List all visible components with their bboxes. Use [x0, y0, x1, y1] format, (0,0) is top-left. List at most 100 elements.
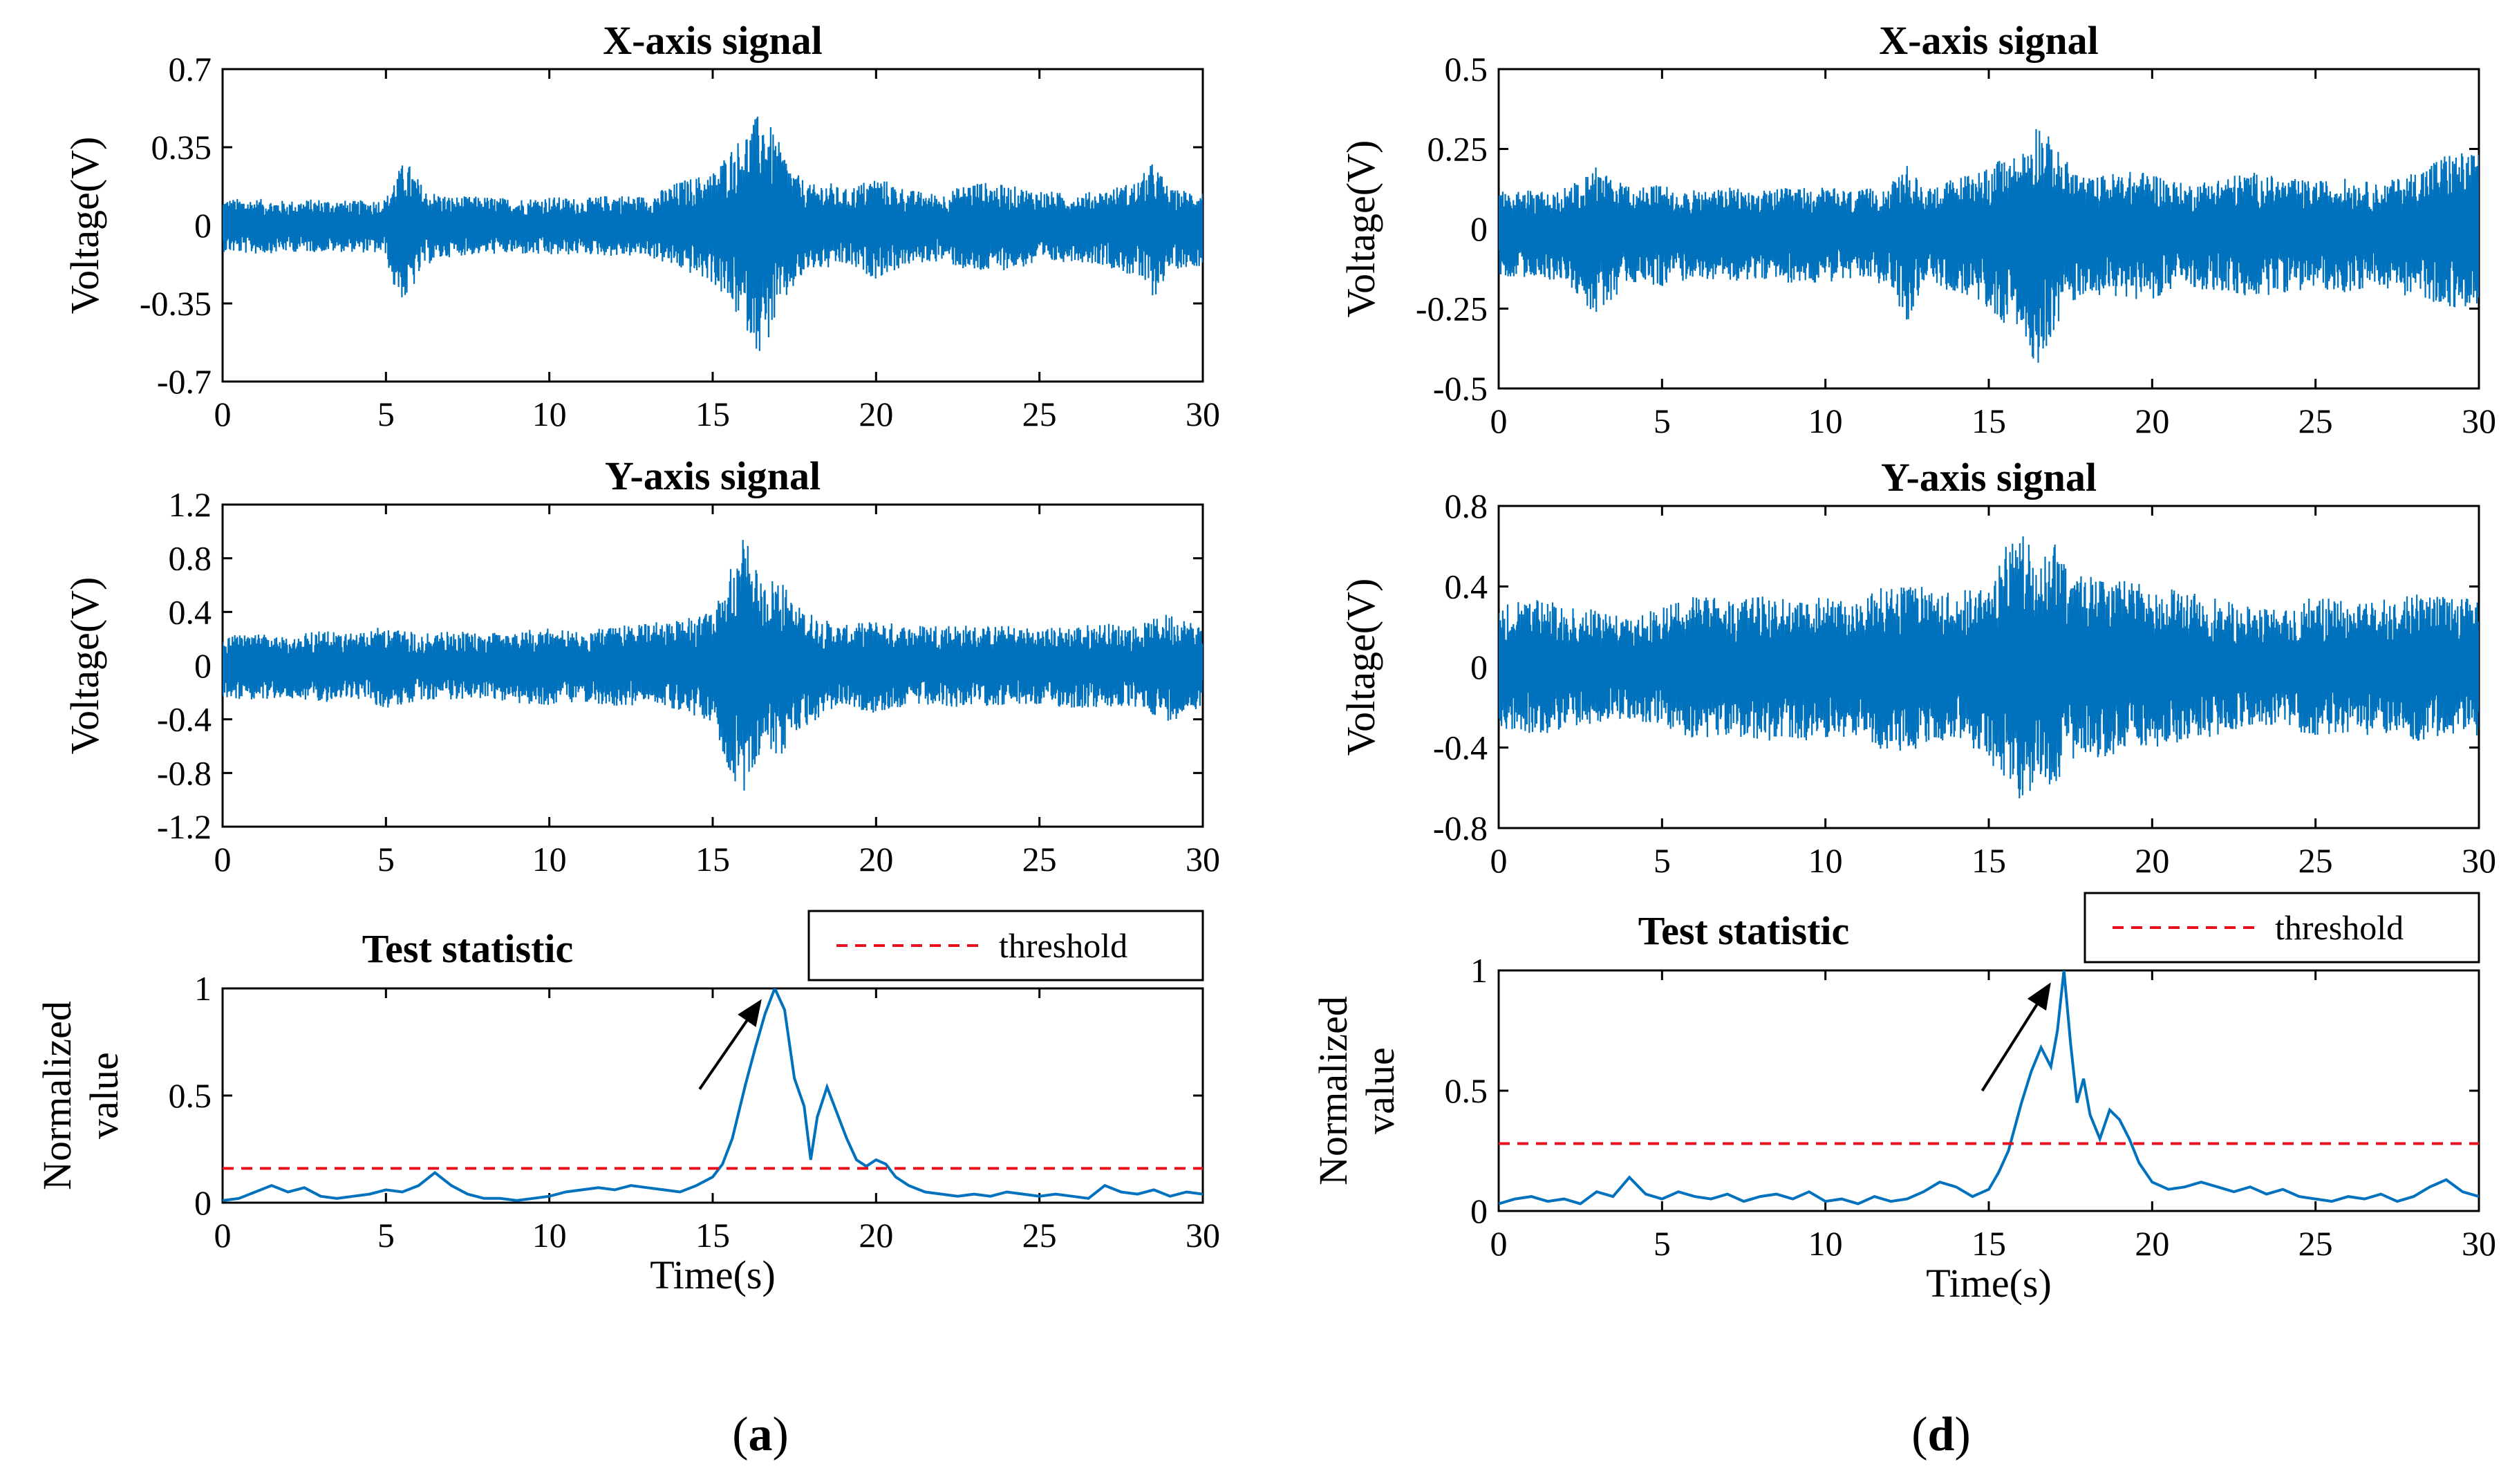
x-tick-label: 20 — [2135, 1224, 2169, 1263]
x-tick-label: 20 — [859, 395, 893, 433]
y-tick-label: 0.8 — [169, 539, 212, 578]
y-tick-label: 0.25 — [1427, 130, 1488, 169]
x-tick-label: 10 — [532, 395, 567, 433]
x-tick-label: 10 — [1808, 1224, 1843, 1263]
y-axis-title: Voltage(V) — [1338, 579, 1383, 756]
chart-panels: 0 5 10 15 20 25 300.70.350-0.35-0.7Voltage(V)X… — [35, 18, 2496, 1306]
x-tick-label: 20 — [2135, 841, 2169, 880]
x-tick-label: 10 — [532, 840, 567, 879]
x-tick-label: 25 — [2298, 1224, 2333, 1263]
x-tick-label: 25 — [2298, 402, 2333, 440]
annotation-arrow-shaft — [1980, 1004, 2039, 1092]
plot-content — [223, 540, 1203, 791]
x-tick-label: 0 — [214, 395, 232, 433]
chart-a-2: 0 5 10 15 20 25 30 1 0.5 0 Normalized value Time(s) T… — [35, 910, 1220, 1297]
x-tick-label: 10 — [1808, 841, 1843, 880]
y-tick-label: -0.8 — [1433, 809, 1488, 847]
chart-a-0: 0 5 10 15 20 25 30 0.7 0.35 0 -0.35 -0.7 Voltage(V) X… — [62, 18, 1220, 433]
plot-content — [1499, 970, 2479, 1205]
y-tick-label: 1 — [1470, 951, 1488, 990]
chart-d-5: 0 5 10 15 20 25 30 1 0.5 0 Normalized value Time(s) T… — [1311, 892, 2496, 1306]
x-tick-label: 30 — [2462, 402, 2496, 440]
x-tick-label: 25 — [2298, 841, 2333, 880]
x-tick-label: 5 — [1654, 402, 1671, 440]
x-tick-label: 25 — [1022, 395, 1057, 433]
annotation-arrow-shaft — [698, 1020, 748, 1090]
x-tick-label: 15 — [695, 1216, 730, 1255]
y-tick-label: 0.5 — [169, 1076, 212, 1115]
chart-title: X-axis signal — [603, 18, 822, 63]
chart-d-3: 0 5 10 15 20 25 30 0.5 0.25 0 -0.25 -0.5 Voltage(V) X… — [1338, 18, 2496, 440]
x-tick-label: 25 — [1022, 1216, 1057, 1255]
y-tick-label: 0.35 — [151, 128, 212, 167]
y-tick-label: 0 — [1470, 648, 1488, 686]
y-tick-label: 0 — [194, 206, 212, 245]
annotation-arrow-head — [738, 999, 762, 1027]
test-statistic-line — [1499, 970, 2479, 1205]
y-tick-label: 1.2 — [169, 485, 212, 524]
plot-area-frame — [221, 987, 1204, 1204]
x-tick-label: 20 — [2135, 402, 2169, 440]
x-tick-label: 15 — [1972, 1224, 2006, 1263]
x-tick-label: 0 — [214, 840, 232, 879]
x-tick-label: 30 — [2462, 1224, 2496, 1263]
panel-label-a-open: ( — [732, 1408, 748, 1461]
legend-threshold-label: threshold — [2275, 908, 2404, 947]
x-tick-label: 15 — [1972, 841, 2006, 880]
plot-content — [1499, 129, 2479, 363]
x-tick-label: 0 — [214, 1216, 232, 1255]
chart-d-4: 0 5 10 15 20 25 30 0.8 0.4 0 -0.4 -0.8 Voltage(V) Y-a… — [1338, 455, 2496, 880]
y-axis-title-line: Normalized — [35, 1001, 79, 1190]
svg-text:(a): (a) — [732, 1408, 789, 1461]
y-tick-label: -0.35 — [140, 284, 212, 323]
panel-label-d: (d) — [1911, 1408, 1971, 1461]
x-axis-title: Time(s) — [650, 1252, 776, 1297]
signal-trace — [223, 116, 1203, 351]
y-axis-title: Voltage(V) — [1338, 140, 1383, 318]
y-tick-label: 0.4 — [1445, 567, 1488, 606]
x-tick-label: 30 — [1186, 1216, 1220, 1255]
plot-content — [1499, 536, 2479, 799]
plot-content — [223, 988, 1203, 1202]
x-tick-label: 5 — [1654, 1224, 1671, 1263]
chart-title: Test statistic — [1638, 908, 1850, 953]
y-tick-label: -0.4 — [157, 700, 212, 739]
x-tick-label: 0 — [1490, 841, 1508, 880]
chart-title: Y-axis signal — [605, 453, 821, 498]
chart-title: Test statistic — [362, 926, 574, 971]
x-tick-label: 20 — [859, 840, 893, 879]
x-tick-label: 15 — [695, 395, 730, 433]
panel-label-a-close: ) — [773, 1408, 789, 1461]
y-tick-label: 0 — [194, 1183, 212, 1222]
signal-trace — [223, 540, 1203, 791]
x-tick-label: 30 — [1186, 395, 1220, 433]
panel-label-d-close: ) — [1954, 1408, 1970, 1461]
y-tick-label: 0.5 — [1445, 50, 1488, 88]
y-axis-title-line: value — [82, 1052, 127, 1139]
x-tick-label: 5 — [377, 840, 395, 879]
x-tick-label: 30 — [2462, 841, 2496, 880]
y-tick-label: 0 — [1470, 1192, 1488, 1230]
x-tick-label: 20 — [859, 1216, 893, 1255]
x-axis-title: Time(s) — [1926, 1261, 2052, 1306]
y-tick-label: 0.5 — [1445, 1071, 1488, 1110]
x-tick-label: 5 — [1654, 841, 1671, 880]
annotation-arrow-head — [2027, 982, 2051, 1011]
panel-label-a-letter: a — [749, 1408, 773, 1461]
signal-trace — [1499, 129, 2479, 363]
x-tick-label: 5 — [377, 1216, 395, 1255]
y-tick-label: -1.2 — [157, 807, 212, 846]
x-tick-label: 10 — [1808, 402, 1843, 440]
y-axis-title-line: Normalized — [1311, 996, 1356, 1185]
x-tick-label: 5 — [377, 395, 395, 433]
x-tick-label: 25 — [1022, 840, 1057, 879]
plot-content — [223, 116, 1203, 351]
y-tick-label: -0.7 — [157, 362, 212, 401]
y-tick-label: -0.8 — [157, 753, 212, 792]
y-tick-label: 0.7 — [169, 50, 212, 88]
panel-label-a: (a) — [732, 1408, 789, 1461]
plot-area-frame — [1497, 969, 2480, 1212]
x-tick-label: 15 — [1972, 402, 2006, 440]
panel-label-d-open: ( — [1911, 1408, 1927, 1461]
chart-title: X-axis signal — [1879, 18, 2098, 63]
